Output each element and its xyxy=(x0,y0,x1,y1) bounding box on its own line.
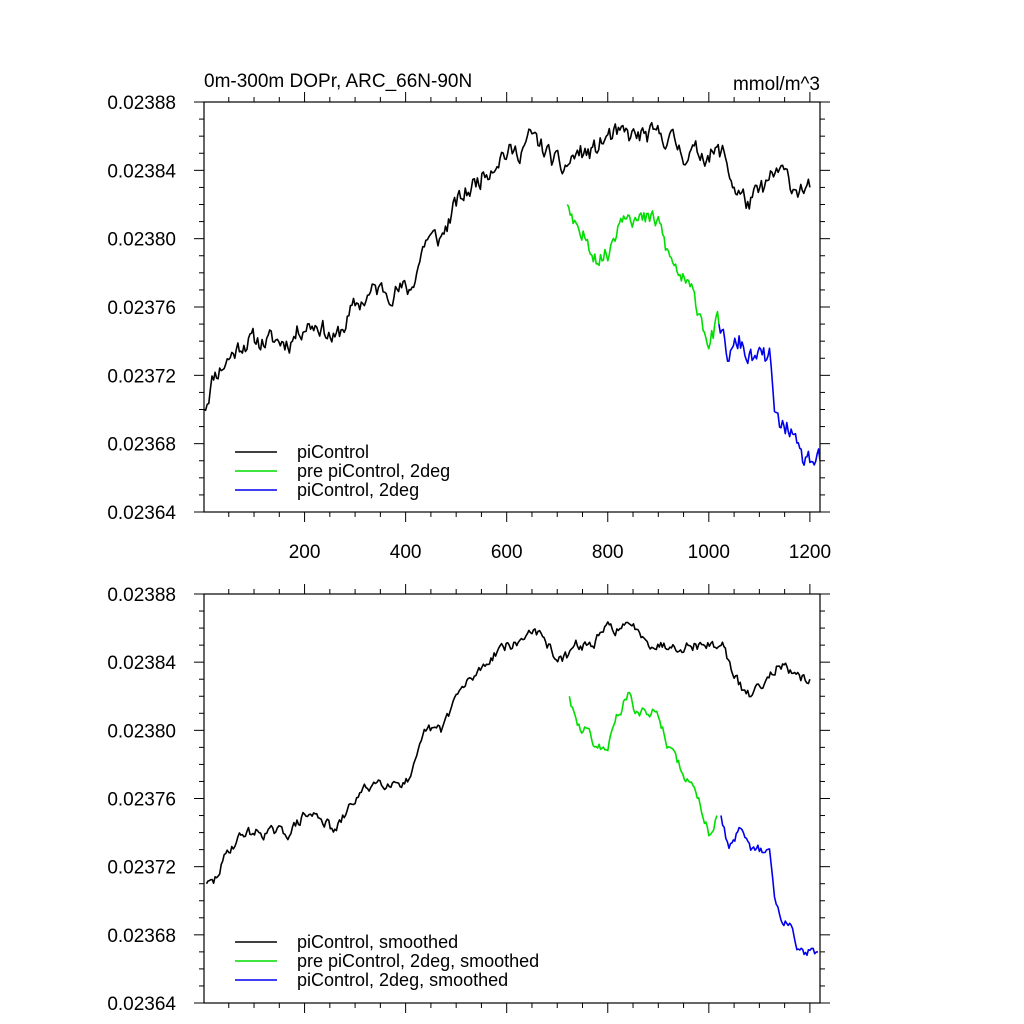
units-label: mmol/m^3 xyxy=(733,74,820,95)
series-line-1 xyxy=(205,621,811,885)
series-line-3 xyxy=(718,323,820,466)
legend-label-2: pre piControl, 2deg xyxy=(297,461,450,481)
x-tick-label: 400 xyxy=(390,542,422,563)
series-line-2 xyxy=(568,691,718,837)
y-tick-label: 0.02384 xyxy=(107,161,176,182)
y-tick-label: 0.02388 xyxy=(107,93,176,114)
legend-label-3: piControl, 2deg xyxy=(297,480,419,500)
chart-title: 0m-300m DOPr, ARC_66N-90N xyxy=(204,71,472,92)
y-tick-label: 0.02368 xyxy=(107,435,176,456)
y-tick-label: 0.02388 xyxy=(107,585,176,606)
y-tick-label: 0.02384 xyxy=(107,653,176,674)
x-tick-label: 800 xyxy=(592,542,624,563)
series-line-3 xyxy=(720,815,818,957)
y-tick-label: 0.02376 xyxy=(107,298,176,319)
series-line-1 xyxy=(204,121,811,412)
x-tick-label: 1000 xyxy=(688,542,730,563)
y-tick-label: 0.02372 xyxy=(107,366,176,387)
legend-label-3: piControl, 2deg, smoothed xyxy=(297,970,508,990)
y-tick-label: 0.02364 xyxy=(107,503,176,524)
legend-label-2: pre piControl, 2deg, smoothed xyxy=(297,951,539,971)
legend-label-1: piControl, smoothed xyxy=(297,932,458,952)
y-tick-label: 0.02372 xyxy=(107,858,176,879)
y-tick-label: 0.02380 xyxy=(107,721,176,742)
legend-label-1: piControl xyxy=(297,442,369,462)
series-line-2 xyxy=(566,204,720,350)
chart-panel-1: 200 400 600 800 1000 1200 0.02364 0.02368 0.0237… xyxy=(107,71,831,563)
y-tick-label: 0.02380 xyxy=(107,230,176,251)
y-tick-label: 0.02376 xyxy=(107,790,176,811)
chart-panel-2: 0.02364 0.02368 0.02372 0.02376 0.02380 0.023… xyxy=(107,584,830,1015)
x-tick-label: 600 xyxy=(491,542,523,563)
y-tick-label: 0.02368 xyxy=(107,926,176,947)
x-tick-label: 200 xyxy=(289,542,321,563)
y-tick-label: 0.02364 xyxy=(107,994,176,1015)
x-tick-label: 1200 xyxy=(789,542,831,563)
